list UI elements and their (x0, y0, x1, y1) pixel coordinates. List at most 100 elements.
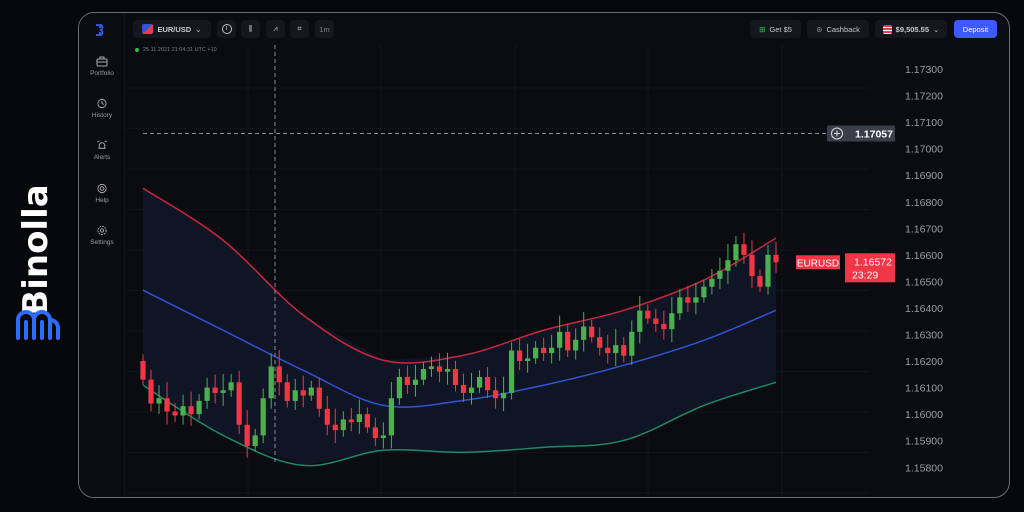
candle-body (444, 369, 451, 372)
chevron-down-icon: ⌄ (195, 24, 202, 34)
candle-body (733, 244, 739, 261)
upper-band-line (142, 187, 777, 364)
y-axis-tick: 1.16600 (905, 250, 943, 262)
y-axis-tick: 1.17100 (905, 117, 943, 129)
briefcase-icon (96, 56, 108, 67)
candle-body (765, 254, 771, 287)
candle-body (629, 331, 635, 356)
deposit-button[interactable]: Deposit (954, 20, 997, 38)
candle-body (476, 376, 483, 388)
candle-body (597, 337, 603, 348)
y-axis-tick: 1.16100 (905, 383, 943, 395)
candle-body (212, 387, 218, 393)
candle-body (332, 424, 338, 431)
sidebar-item-portfolio[interactable]: Portfolio (79, 56, 125, 77)
sidebar-item-settings[interactable]: Settings (79, 225, 125, 246)
cashback-icon: ⊛ (816, 24, 823, 34)
candle-body (204, 387, 210, 401)
chart-type-button[interactable]: ⫼ (241, 20, 260, 38)
y-axis-tick: 1.17200 (905, 91, 943, 103)
sidebar: Portfolio History Alerts Help Settings (79, 13, 125, 497)
candle-body (605, 347, 611, 354)
candle-body (300, 390, 306, 396)
candle-body (404, 376, 411, 385)
balance-selector[interactable]: $9,505.55 ⌄ (875, 20, 947, 38)
symbol-label: EURUSD (797, 258, 839, 269)
gear-icon (97, 225, 107, 236)
y-axis-tick: 1.16300 (905, 330, 943, 342)
candle-body (452, 369, 459, 385)
y-axis-tick: 1.16000 (905, 409, 943, 421)
candle-body (741, 244, 747, 255)
sidebar-item-label: Alerts (93, 154, 111, 161)
binolla-logo-icon (16, 310, 60, 340)
sidebar-item-label: History (91, 112, 113, 119)
candle-body (140, 361, 146, 380)
plus-icon (834, 130, 840, 137)
flag-eu-us-icon (142, 24, 154, 34)
candle-body (324, 408, 330, 425)
info-button[interactable]: i (217, 20, 236, 38)
candle-body (348, 419, 354, 423)
y-axis-tick: 1.16200 (905, 356, 943, 368)
sidebar-item-help[interactable]: Help (79, 183, 125, 204)
candle-body (172, 411, 178, 416)
candle-body (148, 379, 154, 404)
crosshair-price: 1.17057 (855, 129, 893, 141)
candle-body (276, 366, 282, 383)
candle-body (693, 297, 699, 303)
sidebar-item-history[interactable]: History (79, 98, 125, 119)
candle-body (316, 387, 322, 409)
sidebar-item-label: Help (95, 197, 109, 204)
timeframe-button[interactable]: 1m (315, 20, 334, 38)
candle-body (412, 379, 419, 385)
candle-body (244, 424, 250, 447)
candle-body (533, 347, 539, 359)
bonus-label: Get $5 (769, 24, 792, 34)
candle-body (196, 400, 202, 415)
candle-body (252, 435, 258, 447)
candle-body (260, 398, 266, 436)
candle-body (156, 398, 162, 404)
crosshair-price-box (827, 125, 895, 142)
cashback-button[interactable]: ⊛ Cashback (807, 20, 869, 38)
candle-body (581, 326, 587, 340)
timestamp: 25.11.2021 21:04:31 UTC +10 (143, 47, 217, 53)
pair-selector[interactable]: EUR/USD ⌄ (133, 20, 211, 38)
candle-body (709, 278, 715, 287)
brand-logo: Binolla (8, 160, 68, 350)
candle-body (228, 382, 234, 391)
server-time: 25.11.2021 21:04:31 UTC +10 (135, 47, 217, 53)
candle-body (653, 318, 659, 324)
candle-body (220, 390, 226, 393)
candle-body (380, 435, 386, 439)
candle-body (677, 297, 683, 314)
history-icon (97, 98, 107, 109)
candle-body (236, 382, 242, 425)
bonus-button[interactable]: ⊞ Get $5 (750, 20, 801, 38)
sidebar-item-label: Settings (90, 239, 114, 246)
lifebuoy-icon (97, 183, 107, 194)
cashback-label: Cashback (826, 24, 860, 34)
current-price-box (845, 253, 895, 283)
candle-body (637, 310, 643, 332)
crop-icon: ⌗ (297, 24, 302, 33)
online-dot-icon (135, 48, 139, 52)
candle-timer: 23:29 (852, 269, 878, 281)
candle-body (565, 331, 571, 351)
candle-body (372, 427, 378, 439)
pair-label: EUR/USD (157, 24, 192, 34)
candle-body (188, 406, 194, 415)
y-axis-tick: 1.16700 (905, 223, 943, 235)
sidebar-item-alerts[interactable]: Alerts (79, 140, 125, 161)
drawing-tools-button[interactable]: ⩘ (266, 20, 285, 38)
candle-body (757, 276, 763, 287)
candle-body (340, 419, 346, 431)
candle-body (484, 376, 491, 391)
gift-icon: ⊞ (759, 24, 766, 34)
candle-body (292, 390, 298, 401)
indicators-button[interactable]: ⌗ (290, 20, 309, 38)
y-axis-tick: 1.15900 (905, 436, 943, 448)
candle-body (308, 387, 314, 396)
